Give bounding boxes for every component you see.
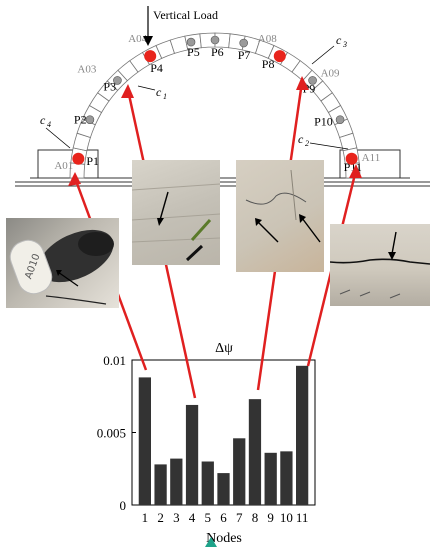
crack-photo-p1: A010 xyxy=(6,218,119,308)
bar-node-3 xyxy=(170,458,183,505)
node-point-label: P8 xyxy=(262,57,275,71)
node-point-label: P5 xyxy=(187,45,200,59)
node-point-label: P1 xyxy=(86,154,99,168)
chart-bars xyxy=(138,365,309,505)
crack-photo-p11 xyxy=(330,224,430,306)
crack-node-marker xyxy=(144,50,157,63)
node-code-label: A04 xyxy=(128,33,147,45)
x-tick-label: 11 xyxy=(296,510,309,525)
bar-node-4 xyxy=(185,404,199,505)
node-point-label: P2 xyxy=(74,113,87,127)
x-tick-label: 7 xyxy=(236,510,243,525)
svg-text:c: c xyxy=(40,113,46,127)
vertical-load-arrow xyxy=(143,6,153,46)
svg-text:2: 2 xyxy=(305,139,309,148)
node-code-label: A09 xyxy=(321,67,340,79)
x-tick-label: 9 xyxy=(267,510,274,525)
node-point-label: P4 xyxy=(150,61,163,75)
joint-dot xyxy=(239,38,248,48)
bar-node-5 xyxy=(201,461,214,505)
cursor-marker-icon xyxy=(205,537,217,547)
svg-text:4: 4 xyxy=(47,120,51,129)
x-tick-label: 2 xyxy=(157,510,164,525)
x-tick-label: 1 xyxy=(142,510,149,525)
bar-node-9 xyxy=(264,452,277,505)
crack-photo-p9 xyxy=(236,160,324,272)
y-tick-label: 0.005 xyxy=(97,426,126,441)
bar-node-8 xyxy=(248,399,262,505)
svg-text:c: c xyxy=(336,33,342,47)
node-point-label: P7 xyxy=(238,48,251,62)
node-point-label: P6 xyxy=(211,45,224,59)
node-code-label: A03 xyxy=(77,63,96,75)
bar-node-7 xyxy=(233,438,246,505)
crack-label-c4: c 4 xyxy=(40,113,71,149)
x-tick-label: 4 xyxy=(189,510,196,525)
chart-title: Δψ xyxy=(215,341,233,356)
joint-dot xyxy=(85,115,95,124)
joint-dot xyxy=(210,35,220,45)
node-code-label: A01 xyxy=(54,160,73,172)
joint-dot xyxy=(113,76,122,85)
node-markers xyxy=(72,35,358,165)
bar-node-11 xyxy=(296,365,309,505)
bar-node-6 xyxy=(217,473,230,505)
chart-x-label: Nodes xyxy=(206,531,242,546)
chart-y-ticks: 0 0.005 0.01 xyxy=(97,353,136,513)
svg-text:3: 3 xyxy=(342,40,347,49)
crack-label-c2: c 2 xyxy=(298,132,349,150)
x-tick-label: 8 xyxy=(252,510,259,525)
x-tick-label: 5 xyxy=(205,510,212,525)
bar-node-1 xyxy=(138,377,151,505)
crack-label-c3: c 3 xyxy=(311,33,347,65)
node-code-label: A11 xyxy=(362,152,381,164)
y-tick-label: 0 xyxy=(120,498,127,513)
x-tick-label: 6 xyxy=(220,510,227,525)
joint-dot xyxy=(308,76,317,85)
bar-node-10 xyxy=(280,451,293,505)
crack-node-marker xyxy=(273,50,286,63)
x-tick-label: 10 xyxy=(280,510,293,525)
node-point-label: P10 xyxy=(314,115,333,129)
crack-node-marker xyxy=(345,152,358,165)
svg-text:1: 1 xyxy=(163,92,167,101)
x-tick-label: 3 xyxy=(173,510,180,525)
svg-text:c: c xyxy=(298,132,304,146)
vertical-load-label: Vertical Load xyxy=(153,8,218,22)
delta-psi-bar-chart: 0 0.005 0.01 1 2 3 4 5 6 7 8 9 10 11 Δψ Nodes xyxy=(97,341,316,547)
bar-node-2 xyxy=(154,464,167,505)
node-point-label: P3 xyxy=(103,79,116,93)
y-tick-label: 0.01 xyxy=(103,353,126,368)
joint-dot xyxy=(186,37,196,47)
node-code-label: A08 xyxy=(258,33,277,45)
connector-arrowheads xyxy=(68,76,362,186)
crack-label-c1: c 1 xyxy=(137,85,167,101)
crack-photo-p4 xyxy=(132,160,220,265)
joint-dot xyxy=(335,115,345,124)
chart-x-ticks: 1 2 3 4 5 6 7 8 9 10 11 xyxy=(142,510,309,525)
svg-text:c: c xyxy=(156,85,162,99)
crack-node-marker xyxy=(72,152,85,165)
